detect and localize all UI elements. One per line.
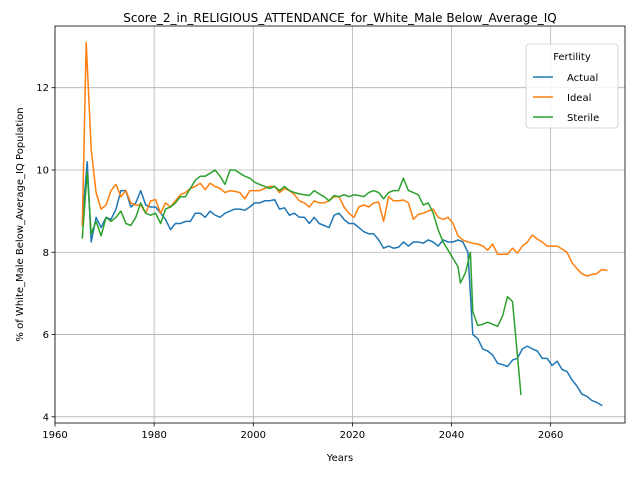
legend: Fertility Actual Ideal Sterile: [525, 43, 619, 129]
chart-title: Score_2_in_RELIGIOUS_ATTENDANCE_for_Whit…: [123, 11, 556, 25]
x-tick-label: 2020: [340, 430, 365, 441]
axis-ticks: 1960 1980 2000 2020 2040 2060 4 6 8 10 12: [36, 83, 563, 441]
series-line-actual: [81, 161, 603, 407]
legend-label-ideal: Ideal: [567, 93, 591, 104]
y-tick-label: 10: [36, 165, 49, 176]
y-tick-label: 6: [43, 330, 49, 341]
y-tick-label: 8: [43, 248, 49, 259]
legend-title: Fertility: [553, 52, 591, 63]
series-line-sterile: [81, 169, 522, 396]
series-lines: [81, 41, 608, 407]
plot-frame: [54, 25, 626, 424]
legend-box: [525, 43, 619, 129]
x-tick-label: 1960: [42, 430, 67, 441]
y-tick-label: 4: [43, 412, 49, 423]
series-line-ideal: [81, 41, 608, 277]
x-tick-label: 1980: [141, 430, 166, 441]
y-axis-label: % of White_Male Below_Average_IQ Populat…: [15, 107, 26, 341]
x-axis-label: Years: [326, 453, 353, 464]
y-tick-label: 12: [36, 83, 49, 94]
legend-label-actual: Actual: [567, 73, 598, 84]
x-tick-label: 2060: [538, 430, 563, 441]
x-tick-label: 2040: [439, 430, 464, 441]
legend-label-sterile: Sterile: [567, 113, 599, 124]
x-tick-label: 2000: [241, 430, 266, 441]
